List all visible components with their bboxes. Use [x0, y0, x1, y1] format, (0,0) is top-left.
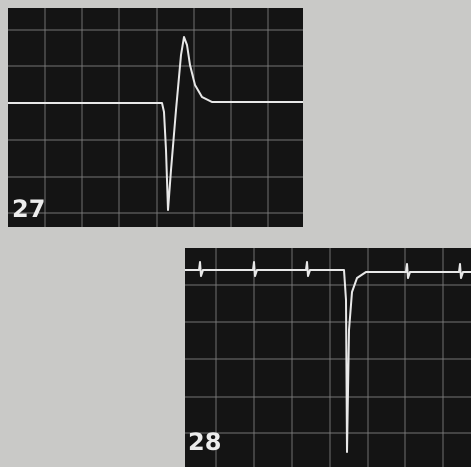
graticule	[8, 8, 303, 227]
oscilloscope-panel: 27	[8, 8, 303, 227]
screen	[8, 8, 303, 227]
trace	[185, 261, 471, 453]
screen	[185, 248, 471, 467]
figure-label: 27	[12, 195, 45, 223]
oscilloscope-panel: 28	[185, 248, 471, 467]
trace	[8, 36, 303, 211]
graticule	[185, 248, 471, 467]
figure-label: 28	[188, 428, 221, 456]
